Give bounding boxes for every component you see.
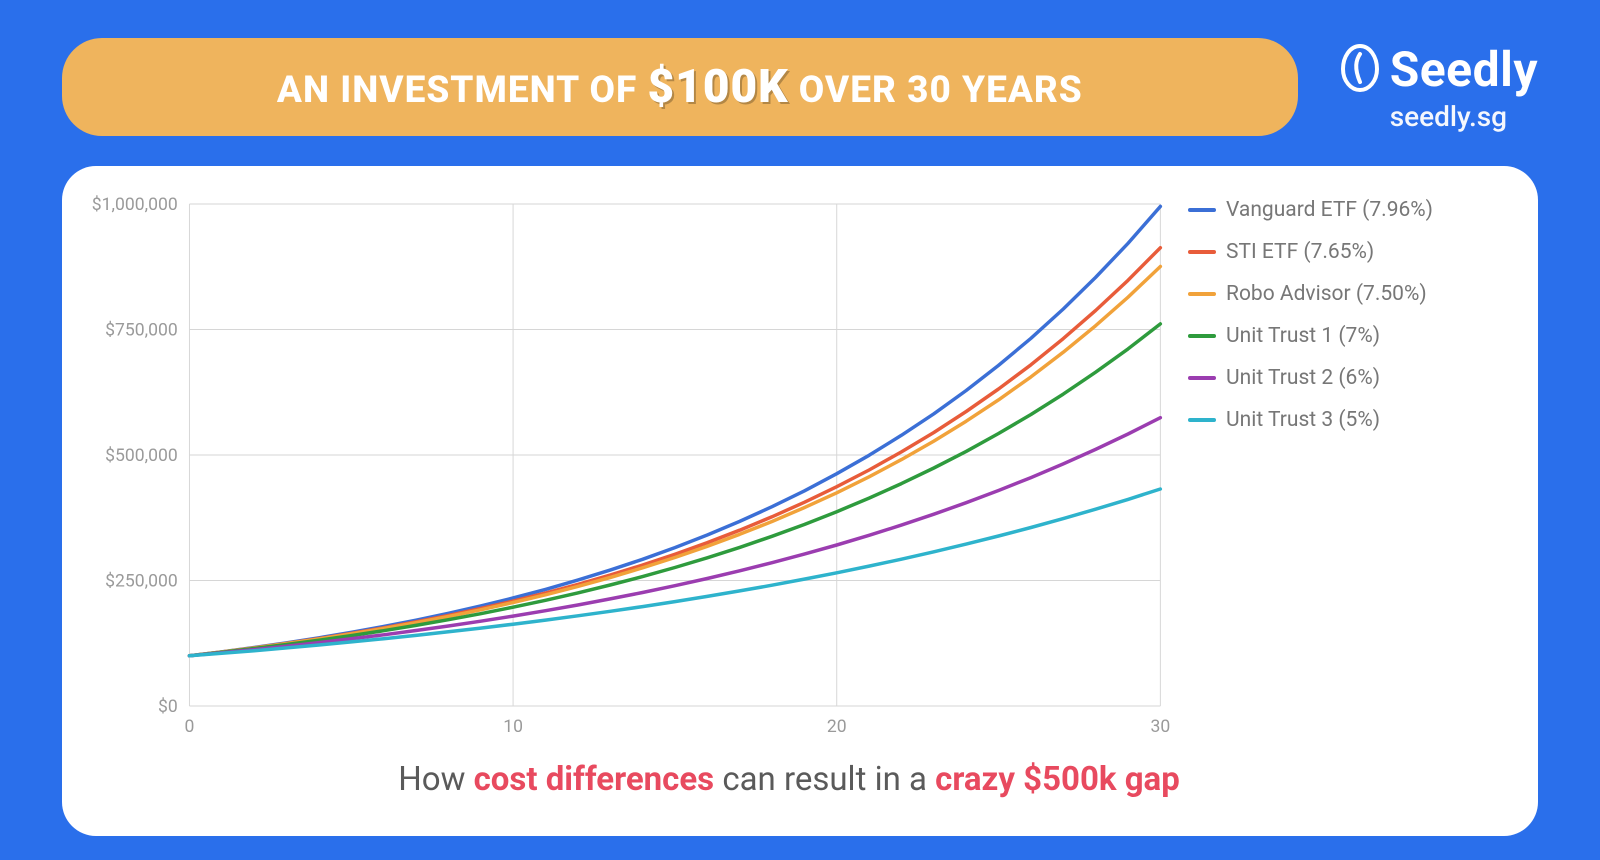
legend-swatch xyxy=(1188,334,1216,338)
brand-logo-row: Seedly xyxy=(1338,41,1538,98)
svg-text:0: 0 xyxy=(185,716,195,737)
svg-text:$250,000: $250,000 xyxy=(105,570,178,591)
legend-item: Robo Advisor (7.50%) xyxy=(1188,282,1496,306)
series-line xyxy=(189,418,1160,656)
legend-label: Unit Trust 2 (6%) xyxy=(1226,366,1380,390)
infographic-canvas: AN INVESTMENT OF $100K OVER 30 YEARS See… xyxy=(0,0,1600,860)
legend-swatch xyxy=(1188,292,1216,296)
legend-item: Unit Trust 2 (6%) xyxy=(1188,366,1496,390)
svg-text:$1,000,000: $1,000,000 xyxy=(92,194,178,215)
svg-text:30: 30 xyxy=(1150,716,1170,737)
legend-label: STI ETF (7.65%) xyxy=(1226,240,1374,264)
caption-em2: crazy $500k gap xyxy=(935,760,1180,799)
legend-label: Robo Advisor (7.50%) xyxy=(1226,282,1427,306)
brand-name: Seedly xyxy=(1390,41,1538,98)
series-line xyxy=(189,206,1160,655)
legend-item: Unit Trust 3 (5%) xyxy=(1188,408,1496,432)
series-line xyxy=(189,267,1160,656)
legend-label: Unit Trust 3 (5%) xyxy=(1226,408,1380,432)
legend-swatch xyxy=(1188,208,1216,212)
series-line xyxy=(189,324,1160,656)
legend-item: Unit Trust 1 (7%) xyxy=(1188,324,1496,348)
title-post: OVER 30 YEARS xyxy=(789,69,1083,112)
growth-line-chart: $0 $250,000 $500,000 $750,000 $1,000,000 0 10 2… xyxy=(82,186,1176,746)
chart-card: $0 $250,000 $500,000 $750,000 $1,000,000 0 10 2… xyxy=(62,166,1538,836)
title-pre: AN INVESTMENT OF xyxy=(277,69,648,112)
chart-wrap: $0 $250,000 $500,000 $750,000 $1,000,000 0 10 2… xyxy=(82,186,1496,746)
brand-url: seedly.sg xyxy=(1390,100,1538,133)
svg-text:10: 10 xyxy=(503,716,523,737)
caption-em1: cost differences xyxy=(474,760,715,799)
svg-text:$0: $0 xyxy=(158,696,178,717)
caption-part2: can result in a xyxy=(714,760,935,799)
svg-text:20: 20 xyxy=(827,716,847,737)
legend-label: Unit Trust 1 (7%) xyxy=(1226,324,1380,348)
svg-text:$750,000: $750,000 xyxy=(105,319,178,340)
series-line xyxy=(189,489,1160,656)
caption-part1: How xyxy=(398,760,473,799)
caption: How cost differences can result in a cra… xyxy=(82,760,1496,799)
svg-text:$500,000: $500,000 xyxy=(105,445,178,466)
header-row: AN INVESTMENT OF $100K OVER 30 YEARS See… xyxy=(62,38,1538,136)
legend-swatch xyxy=(1188,418,1216,422)
brand-block: Seedly seedly.sg xyxy=(1338,41,1538,133)
chart-legend: Vanguard ETF (7.96%) STI ETF (7.65%) Robo … xyxy=(1176,186,1496,746)
legend-item: STI ETF (7.65%) xyxy=(1188,240,1496,264)
series-line xyxy=(189,248,1160,656)
legend-swatch xyxy=(1188,376,1216,380)
legend-swatch xyxy=(1188,250,1216,254)
legend-item: Vanguard ETF (7.96%) xyxy=(1188,198,1496,222)
title-pill: AN INVESTMENT OF $100K OVER 30 YEARS xyxy=(62,38,1298,136)
legend-label: Vanguard ETF (7.96%) xyxy=(1226,198,1433,222)
title-big: $100K xyxy=(648,60,789,114)
seedly-leaf-icon xyxy=(1338,44,1382,96)
